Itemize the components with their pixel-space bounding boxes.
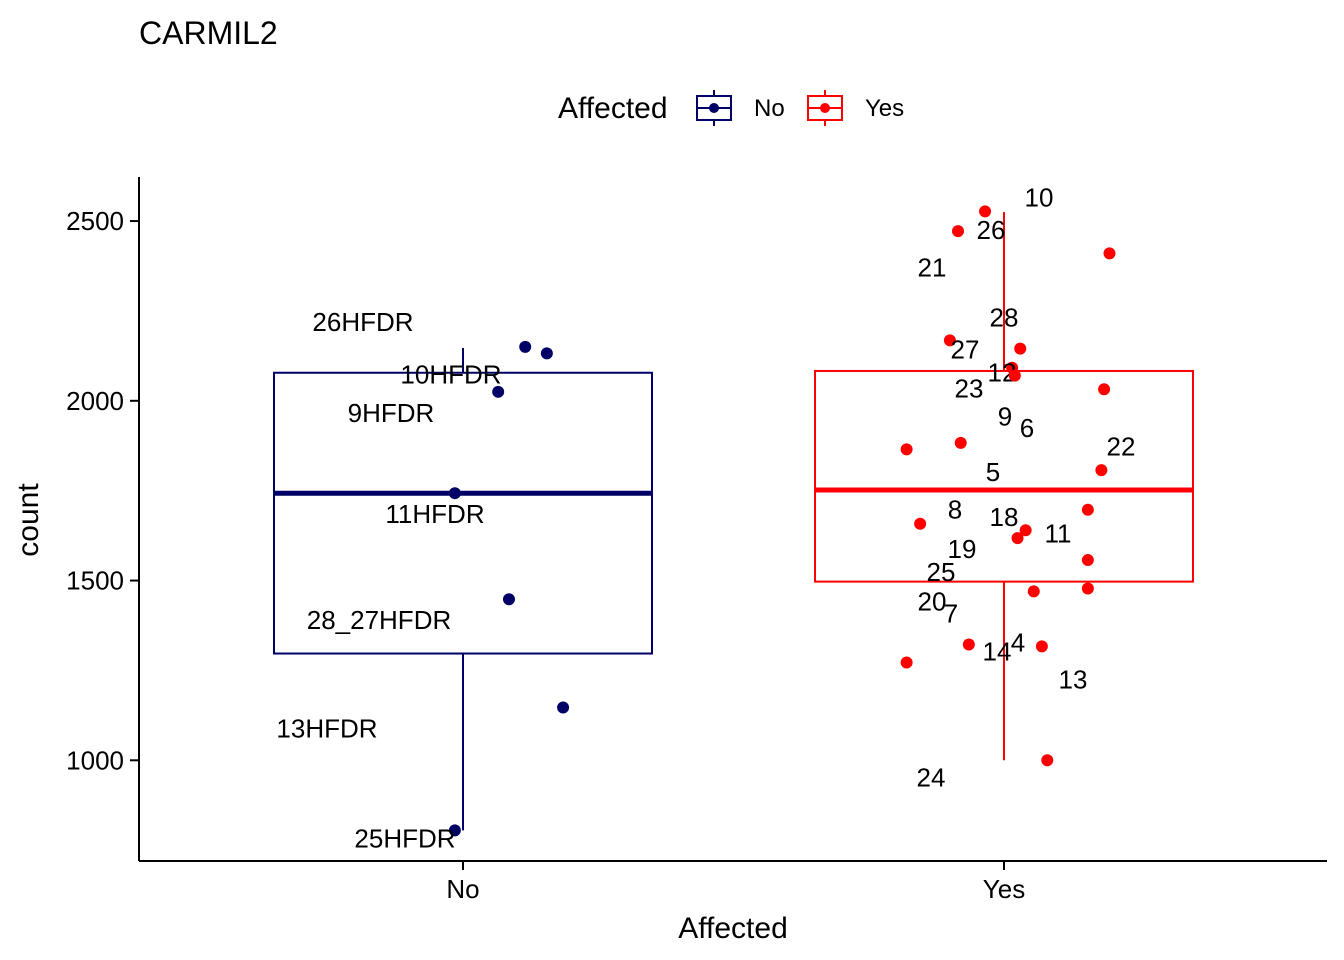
point-label: 4	[1011, 628, 1025, 658]
data-point	[1008, 369, 1021, 382]
data-point	[492, 385, 505, 398]
chart-title: CARMIL2	[139, 15, 278, 51]
data-point	[1035, 640, 1048, 653]
legend-entry-no: No	[696, 90, 785, 126]
y-tick-label: 2000	[66, 386, 124, 416]
data-point	[502, 593, 515, 606]
data-point	[1019, 524, 1032, 537]
data-point	[1098, 383, 1111, 396]
data-point	[1081, 503, 1094, 516]
point-label: 7	[944, 598, 958, 628]
data-point	[914, 517, 927, 530]
point-label: 9	[998, 401, 1012, 431]
point-label: 27	[951, 334, 980, 364]
data-point	[1014, 342, 1027, 355]
legend-entry-yes: Yes	[807, 90, 904, 126]
x-tick-label: Yes	[983, 874, 1025, 904]
point-label: 21	[918, 252, 947, 282]
data-point	[954, 436, 967, 449]
point-label: 28	[990, 303, 1019, 333]
y-tick-label: 1500	[66, 566, 124, 596]
point-label: 22	[1107, 431, 1136, 461]
legend-key-point	[820, 103, 830, 113]
plot-area: 26HFDR 10HFDR 9HFDR 11HFDR 28_27HFDR 13HFDR 25…	[273, 182, 1194, 853]
data-point	[1081, 582, 1094, 595]
point-label: 23	[955, 374, 984, 404]
point-label: 26	[977, 215, 1006, 245]
legend-title: Affected	[558, 92, 668, 125]
point-label: 24	[917, 762, 946, 792]
data-point	[900, 443, 913, 456]
point-label: 11	[1045, 519, 1072, 549]
box-iqr	[273, 371, 653, 655]
data-point	[962, 638, 975, 651]
data-point	[952, 225, 965, 238]
data-point	[1011, 532, 1024, 545]
data-point	[519, 340, 532, 353]
legend-key-point	[709, 103, 719, 113]
data-point	[448, 487, 461, 500]
legend-label: No	[754, 95, 785, 122]
y-tick-label: 1000	[66, 745, 124, 775]
point-label: 20	[918, 586, 947, 616]
series-no: 26HFDR 10HFDR 9HFDR 11HFDR 28_27HFDR 13HFDR 25…	[273, 307, 653, 853]
point-label: 13HFDR	[276, 713, 377, 743]
x-tick-label: No	[446, 874, 479, 904]
point-label: 14	[983, 636, 1012, 666]
point-label: 6	[1020, 413, 1034, 443]
data-point	[1095, 464, 1108, 477]
point-label: 25HFDR	[354, 823, 455, 853]
data-point	[557, 701, 570, 714]
data-point	[540, 347, 553, 360]
point-label: 11HFDR	[385, 499, 484, 529]
data-point	[448, 824, 461, 837]
point-label: 19	[948, 534, 977, 564]
point-label: 5	[986, 457, 1000, 487]
data-point	[900, 656, 913, 669]
x-axis-title: Affected	[678, 912, 788, 945]
point-label: 28_27HFDR	[307, 605, 452, 635]
axes: 1000 1500 2000 2500 No Yes	[66, 177, 1327, 904]
point-label: 10HFDR	[400, 359, 501, 389]
point-label: 18	[990, 502, 1019, 532]
data-point	[1027, 585, 1040, 598]
legend: Affected No Yes	[558, 90, 904, 126]
point-label: 8	[948, 495, 962, 525]
y-axis-title: count	[12, 483, 45, 557]
point-label: 26HFDR	[312, 307, 413, 337]
data-point	[1041, 754, 1054, 767]
box-iqr	[814, 369, 1194, 583]
point-label: 25	[927, 557, 956, 587]
data-point	[943, 334, 956, 347]
data-point	[1081, 554, 1094, 567]
data-point	[1103, 247, 1116, 260]
y-tick-label: 2500	[66, 206, 124, 236]
point-label: 9HFDR	[348, 398, 435, 428]
point-label: 13	[1059, 665, 1088, 695]
legend-label: Yes	[865, 95, 904, 122]
data-point	[979, 205, 992, 218]
point-label: 10	[1025, 182, 1054, 212]
